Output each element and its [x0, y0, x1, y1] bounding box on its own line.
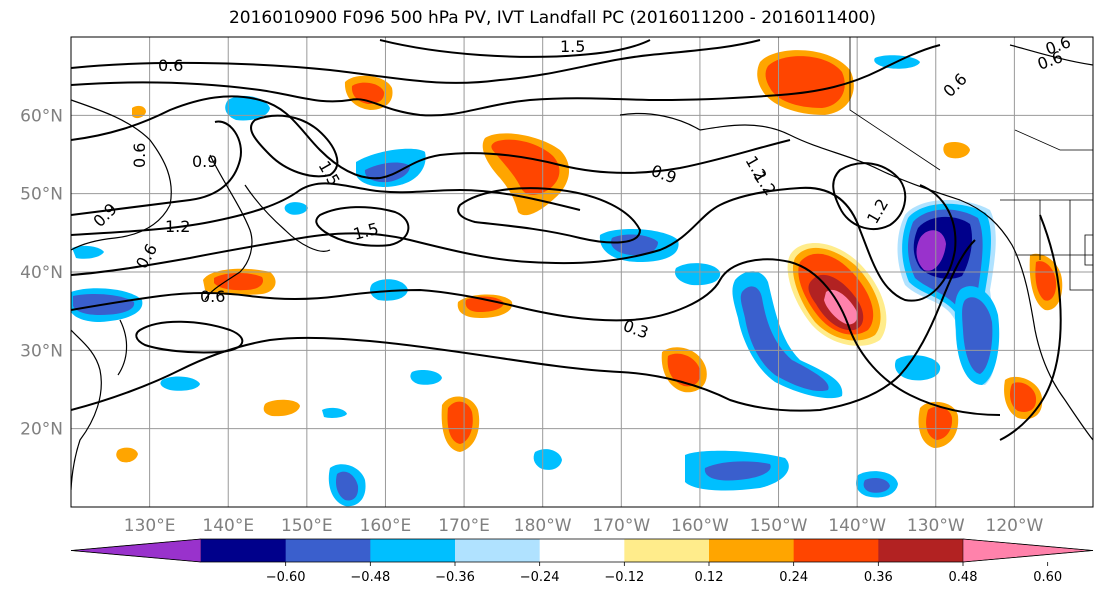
colorbar-segment	[285, 539, 371, 562]
anomaly-small-negatives	[72, 55, 941, 507]
colorbar-segment	[624, 539, 710, 562]
anomaly-positive-japan	[203, 268, 276, 296]
colorbar-tick-label: −0.36	[435, 570, 475, 585]
contour-label-10: 0.6	[130, 143, 149, 168]
lon-label: 130°W	[907, 516, 965, 536]
colorbar-tick-label: 0.48	[949, 570, 978, 585]
colorbar-tick-label: −0.24	[520, 570, 560, 585]
contour-label-2: 1.5	[560, 37, 585, 56]
colorbar: −0.60 −0.48 −0.36 −0.24 −0.12 0.12 0.24 0.36 0.4…	[70, 538, 1094, 585]
colorbar-segment	[539, 539, 625, 562]
lat-label: 50°N	[20, 185, 63, 205]
colorbar-tick-label: 0.24	[779, 570, 808, 585]
lon-label: 170°W	[592, 516, 650, 536]
colorbar-tick-label: 0.12	[695, 570, 724, 585]
lat-label: 40°N	[20, 263, 63, 283]
lat-label: 60°N	[20, 106, 63, 126]
colorbar-tick-label: 0.60	[1033, 570, 1062, 585]
contour-label-5: 1.2	[165, 217, 190, 236]
map-frame	[70, 36, 1094, 508]
map-panel: 0.6 1.5 0.9 1.5 1.2 0.9 0.6 1.5 1.2 0.6 …	[70, 36, 1094, 508]
anomaly-negative-west	[71, 288, 143, 322]
colorbar-extend-low	[70, 538, 202, 563]
colorbar-segment	[201, 539, 287, 562]
colorbar-tick-label: 0.36	[864, 570, 893, 585]
anomaly-negative-coast	[954, 286, 1000, 385]
lon-label: 150°W	[750, 516, 808, 536]
figure-title: 2016010900 F096 500 hPa PV, IVT Landfall…	[228, 8, 876, 28]
colorbar-segment	[878, 539, 964, 562]
colorbar-tick-label: −0.12	[604, 570, 644, 585]
lon-label: 140°E	[202, 516, 254, 536]
borders	[849, 37, 1093, 291]
lon-label: 150°E	[281, 516, 333, 536]
anomaly-small-features	[116, 75, 1063, 463]
anomaly-negative-150w	[732, 271, 843, 399]
anomaly-positive-140w	[787, 243, 887, 346]
lon-label: 120°W	[986, 516, 1044, 536]
lon-label: 180°W	[514, 516, 572, 536]
colorbar-segment	[793, 539, 879, 562]
colorbar-extend-high	[962, 538, 1094, 563]
colorbar-segment	[455, 539, 541, 562]
colorbar-segment	[370, 539, 456, 562]
colorbar-outline	[70, 538, 1094, 563]
colorbar-tick-label: −0.48	[350, 570, 390, 585]
pv-contours	[71, 39, 1062, 441]
lat-label: 30°N	[20, 341, 63, 361]
contour-label-3: 0.9	[192, 152, 217, 171]
contour-label-7: 0.6	[200, 287, 225, 306]
lon-label: 160°W	[671, 516, 729, 536]
colorbar-segment	[709, 539, 795, 562]
lon-label: 170°E	[438, 516, 490, 536]
contour-label-1: 0.6	[158, 56, 183, 75]
lat-label: 20°N	[20, 420, 63, 440]
colorbar-tick-label: −0.60	[266, 570, 306, 585]
lon-label: 130°E	[124, 516, 176, 536]
lon-label: 140°W	[828, 516, 886, 536]
latitude-labels: 60°N 50°N 40°N 30°N 20°N	[20, 106, 63, 439]
longitude-labels: 130°E 140°E 150°E 160°E 170°E 180°W 170°W 160°W…	[124, 516, 1044, 536]
lon-label: 160°E	[360, 516, 412, 536]
anomaly-positive-alaska	[757, 50, 854, 116]
